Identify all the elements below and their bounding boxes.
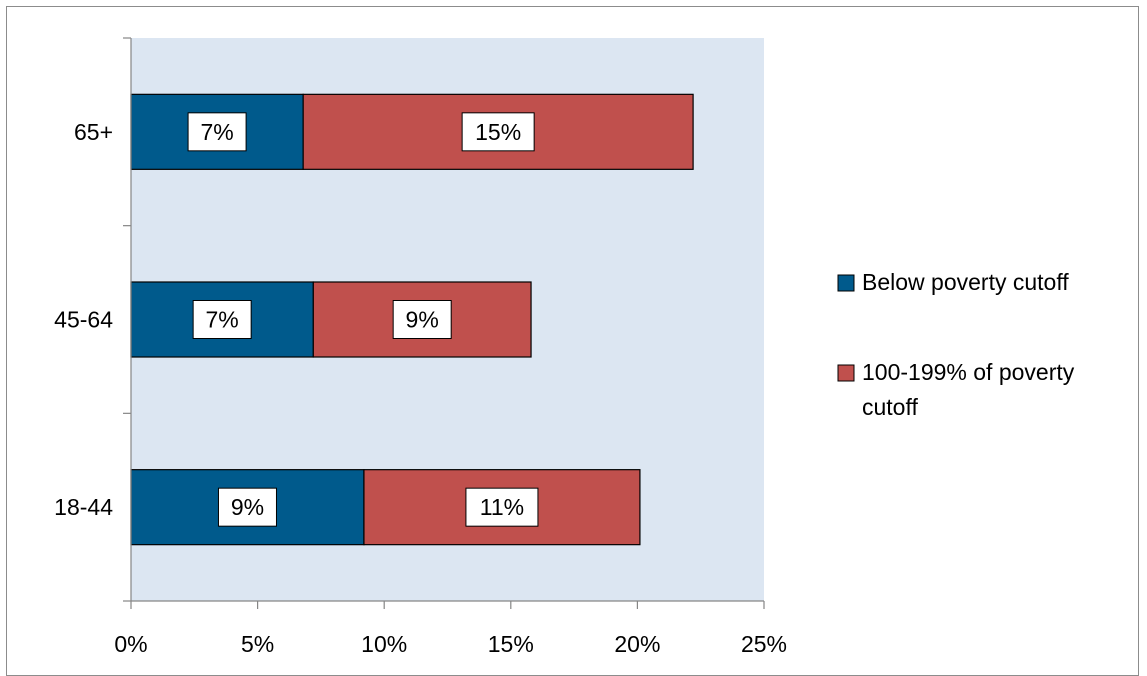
bars-layer: 9% 11% 7% 9% 7% 15%: [130, 93, 694, 546]
data-label-box: [392, 300, 452, 339]
data-label-box: [465, 487, 539, 527]
data-label: 7%: [206, 307, 239, 333]
legend-label-1: 100-199% of poverty cutoff: [862, 359, 1075, 420]
data-label-box: [192, 300, 252, 339]
x-tick-label: 0%: [114, 631, 147, 657]
x-tick-label: 20%: [614, 631, 660, 657]
category-label: 18-44: [54, 494, 113, 520]
legend-label-0: Below poverty cutoff: [862, 269, 1069, 295]
data-label: 9%: [406, 307, 439, 333]
x-tick-label: 5%: [241, 631, 274, 657]
data-label-box: [187, 112, 247, 152]
legend-swatch-0: [837, 274, 855, 292]
category-label: 45-64: [54, 307, 113, 333]
legend: Below poverty cutoff 100-199% of poverty c…: [837, 269, 1075, 420]
x-tick-label: 10%: [361, 631, 407, 657]
axes-layer: 18-44 45-64 65+ 0% 5% 10% 15% 20% 25%: [54, 37, 787, 657]
data-label: 7%: [200, 119, 233, 145]
data-label: 9%: [231, 494, 264, 520]
legend-swatch-1: [837, 364, 855, 382]
category-label: 65+: [74, 119, 113, 145]
x-tick-label: 25%: [741, 631, 787, 657]
data-label-box: [461, 112, 535, 152]
x-tick-label: 15%: [488, 631, 534, 657]
data-label-box: [217, 487, 277, 527]
data-label: 11%: [480, 494, 524, 520]
data-label: 15%: [475, 119, 521, 145]
